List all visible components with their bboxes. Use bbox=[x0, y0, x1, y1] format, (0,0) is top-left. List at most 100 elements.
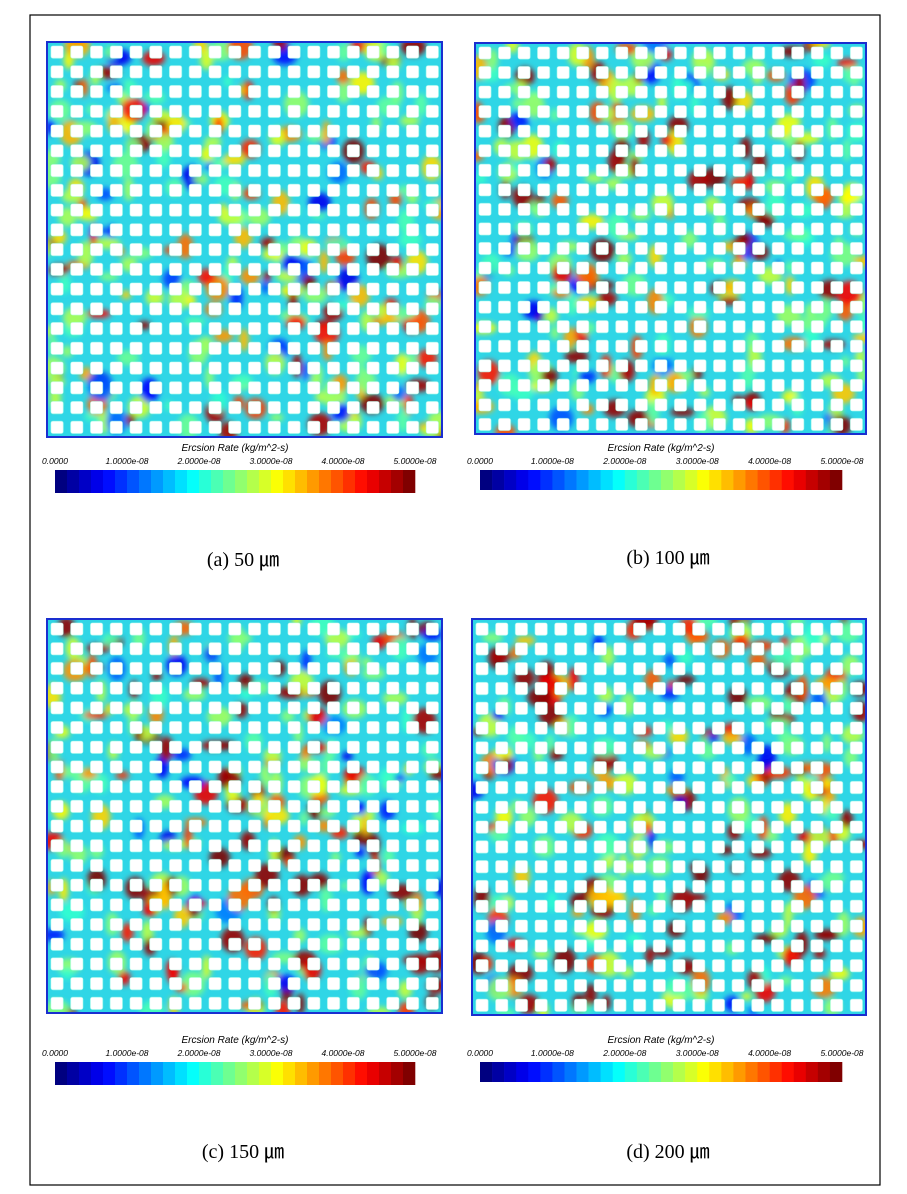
obstacle-grid bbox=[475, 43, 866, 434]
colorbar-band bbox=[343, 470, 356, 493]
colorbar-band bbox=[528, 470, 541, 490]
colorbar-band bbox=[151, 470, 164, 493]
colorbar-band bbox=[697, 1062, 710, 1082]
colorbar-band bbox=[781, 470, 795, 490]
caption: (b) 100 ㎛ bbox=[626, 547, 709, 569]
colorbar-title: Ercsion Rate (kg/m^2-s) bbox=[608, 1035, 715, 1046]
colorbar-tick-label: 0.0000 bbox=[467, 1048, 493, 1058]
colorbar bbox=[480, 470, 843, 490]
colorbar-band bbox=[685, 1062, 698, 1082]
colorbar-band bbox=[271, 470, 284, 493]
colorbar-band bbox=[829, 1062, 843, 1082]
obstacle-grid bbox=[47, 619, 442, 1013]
colorbar-band bbox=[636, 1062, 650, 1082]
contour-plot bbox=[472, 619, 866, 1015]
colorbar-band bbox=[492, 470, 505, 490]
colorbar-tick-label: 4.0000e-08 bbox=[321, 456, 364, 466]
panel: Ercsion Rate (kg/m^2-s) 0.0000 1.0000e-08 2… bbox=[42, 41, 443, 571]
colorbar-band bbox=[103, 470, 116, 493]
colorbar-tick-label: 4.0000e-08 bbox=[321, 1048, 364, 1058]
colorbar-band bbox=[661, 470, 674, 490]
colorbar-tick-label: 3.0000e-08 bbox=[249, 1048, 292, 1058]
colorbar-band bbox=[55, 1062, 68, 1085]
colorbar-band bbox=[516, 470, 529, 490]
colorbar-band bbox=[636, 470, 650, 490]
colorbar-band bbox=[67, 1062, 80, 1085]
caption: (a) 50 ㎛ bbox=[207, 549, 279, 571]
colorbar-band bbox=[163, 470, 176, 493]
caption: (d) 200 ㎛ bbox=[626, 1141, 709, 1163]
colorbar-title: Ercsion Rate (kg/m^2-s) bbox=[182, 443, 289, 454]
colorbar-band bbox=[79, 470, 92, 493]
colorbar-tick-label: 5.0000e-08 bbox=[820, 456, 863, 466]
colorbar-band bbox=[564, 470, 577, 490]
colorbar-band bbox=[721, 1062, 734, 1082]
colorbar-band bbox=[139, 470, 152, 493]
colorbar-band bbox=[648, 470, 662, 490]
plot-border bbox=[46, 618, 443, 1014]
colorbar-band bbox=[319, 1062, 332, 1085]
colorbar-band bbox=[367, 470, 380, 493]
colorbar-tick-label: 5.0000e-08 bbox=[393, 1048, 436, 1058]
colorbar-tick-label: 5.0000e-08 bbox=[820, 1048, 863, 1058]
colorbar-tick-label: 2.0000e-08 bbox=[176, 456, 220, 466]
colorbar-band bbox=[793, 1062, 807, 1082]
colorbar-band bbox=[295, 1062, 308, 1085]
colorbar-band bbox=[79, 1062, 92, 1085]
colorbar-band bbox=[331, 470, 344, 493]
colorbar-band bbox=[235, 1062, 248, 1085]
colorbar-tick-label: 2.0000e-08 bbox=[176, 1048, 220, 1058]
colorbar-band bbox=[379, 1062, 392, 1085]
colorbar-band bbox=[391, 1062, 404, 1085]
colorbar-band bbox=[817, 1062, 831, 1082]
colorbar-band bbox=[805, 470, 819, 490]
colorbar-band bbox=[343, 1062, 356, 1085]
colorbar-title: Ercsion Rate (kg/m^2-s) bbox=[182, 1035, 289, 1046]
panel: Ercsion Rate (kg/m^2-s) 0.0000 1.0000e-08 2… bbox=[42, 618, 443, 1163]
colorbar-band bbox=[648, 1062, 662, 1082]
colorbar-band bbox=[223, 470, 236, 493]
contour-plot bbox=[47, 42, 442, 437]
colorbar-tick-label: 1.0000e-08 bbox=[531, 1048, 574, 1058]
caption: (c) 150 ㎛ bbox=[202, 1141, 284, 1163]
colorbar-band bbox=[331, 1062, 344, 1085]
colorbar-band bbox=[259, 470, 272, 493]
obstacle-grid bbox=[47, 42, 442, 437]
plot-border bbox=[474, 42, 867, 435]
colorbar-band bbox=[793, 470, 807, 490]
colorbar-band bbox=[403, 470, 416, 493]
colorbar-band bbox=[67, 470, 80, 493]
colorbar-band bbox=[564, 1062, 577, 1082]
colorbar-band bbox=[757, 470, 770, 490]
colorbar-tick-label: 0.0000 bbox=[42, 1048, 68, 1058]
colorbar-tick-label: 3.0000e-08 bbox=[249, 456, 292, 466]
colorbar-band bbox=[295, 470, 308, 493]
colorbar-tick-label: 5.0000e-08 bbox=[393, 456, 436, 466]
colorbar-band bbox=[91, 470, 104, 493]
colorbar-tick-label: 1.0000e-08 bbox=[531, 456, 574, 466]
colorbar-band bbox=[709, 1062, 722, 1082]
colorbar-band bbox=[733, 1062, 746, 1082]
panel: Ercsion Rate (kg/m^2-s) 0.0000 1.0000e-08 2… bbox=[467, 42, 867, 569]
colorbar-band bbox=[492, 1062, 505, 1082]
colorbar-band bbox=[624, 1062, 638, 1082]
colorbar-band bbox=[480, 470, 493, 490]
colorbar bbox=[55, 1062, 416, 1085]
colorbar-band bbox=[588, 470, 601, 490]
colorbar-band bbox=[504, 1062, 517, 1082]
colorbar-band bbox=[127, 470, 140, 493]
colorbar-band bbox=[307, 470, 320, 493]
colorbar-band bbox=[319, 470, 332, 493]
colorbar-band bbox=[91, 1062, 104, 1085]
colorbar-band bbox=[540, 1062, 553, 1082]
colorbar-band bbox=[355, 470, 368, 493]
colorbar-band bbox=[163, 1062, 176, 1085]
colorbar-band bbox=[103, 1062, 116, 1085]
colorbar-band bbox=[528, 1062, 541, 1082]
colorbar-band bbox=[685, 470, 698, 490]
colorbar-band bbox=[612, 1062, 626, 1082]
colorbar-band bbox=[175, 470, 188, 493]
panel: Ercsion Rate (kg/m^2-s) 0.0000 1.0000e-08 2… bbox=[467, 618, 867, 1163]
colorbar-band bbox=[480, 1062, 493, 1082]
